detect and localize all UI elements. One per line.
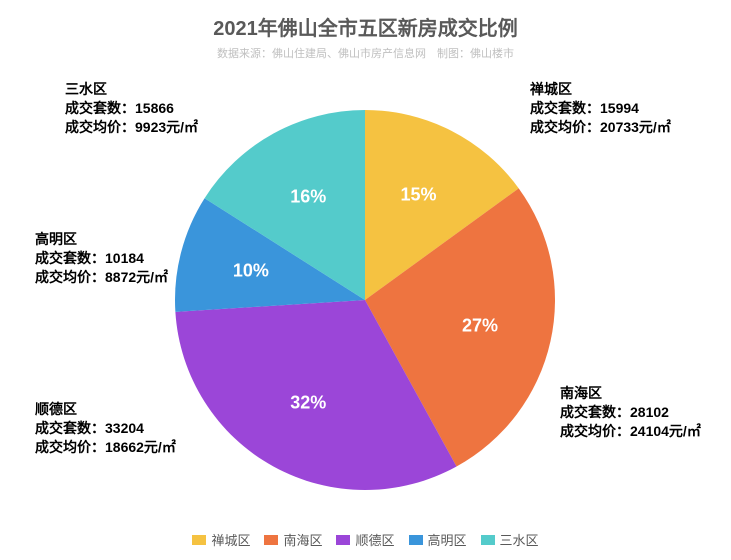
pie-slice-label: 15% xyxy=(400,185,436,206)
legend-item: 南海区 xyxy=(264,530,322,549)
annotation-price: 成交均价：9923元/㎡ xyxy=(65,118,198,137)
pie-slice-label: 10% xyxy=(233,260,269,281)
legend-swatch xyxy=(481,535,495,545)
legend-label: 高明区 xyxy=(428,530,467,549)
annotation-shunde: 顺德区成交套数：33204成交均价：18662元/㎡ xyxy=(35,400,176,457)
pie-slice-label: 32% xyxy=(290,393,326,414)
legend-swatch xyxy=(409,535,423,545)
annotation-chancheng: 禅城区成交套数：15994成交均价：20733元/㎡ xyxy=(530,80,671,137)
annotation-count: 成交套数：15866 xyxy=(65,99,198,118)
legend-swatch xyxy=(264,535,278,545)
pie-slice-label: 27% xyxy=(462,315,498,336)
annotation-count: 成交套数：33204 xyxy=(35,419,176,438)
legend-swatch xyxy=(336,535,350,545)
legend-item: 禅城区 xyxy=(192,530,250,549)
legend-item: 高明区 xyxy=(409,530,467,549)
pie-slice-label: 16% xyxy=(290,186,326,207)
annotation-count: 成交套数：10184 xyxy=(35,249,168,268)
annotation-district: 南海区 xyxy=(560,384,701,403)
annotation-sanshui: 三水区成交套数：15866成交均价：9923元/㎡ xyxy=(65,80,198,137)
annotation-price: 成交均价：18662元/㎡ xyxy=(35,438,176,457)
annotation-district: 三水区 xyxy=(65,80,198,99)
annotation-nanhai: 南海区成交套数：28102成交均价：24104元/㎡ xyxy=(560,384,701,441)
annotation-count: 成交套数：15994 xyxy=(530,99,671,118)
legend-label: 顺德区 xyxy=(355,530,394,549)
annotation-price: 成交均价：20733元/㎡ xyxy=(530,118,671,137)
legend-item: 三水区 xyxy=(481,530,539,549)
annotation-district: 禅城区 xyxy=(530,80,671,99)
legend-item: 顺德区 xyxy=(336,530,394,549)
annotation-district: 顺德区 xyxy=(35,400,176,419)
legend-swatch xyxy=(192,535,206,545)
legend-label: 三水区 xyxy=(500,530,539,549)
annotation-price: 成交均价：8872元/㎡ xyxy=(35,268,168,287)
legend: 禅城区 南海区 顺德区 高明区 三水区 xyxy=(0,530,731,549)
annotation-district: 高明区 xyxy=(35,230,168,249)
annotation-gaoming: 高明区成交套数：10184成交均价：8872元/㎡ xyxy=(35,230,168,287)
annotation-count: 成交套数：28102 xyxy=(560,403,701,422)
annotation-price: 成交均价：24104元/㎡ xyxy=(560,422,701,441)
legend-label: 南海区 xyxy=(283,530,322,549)
legend-label: 禅城区 xyxy=(211,530,250,549)
